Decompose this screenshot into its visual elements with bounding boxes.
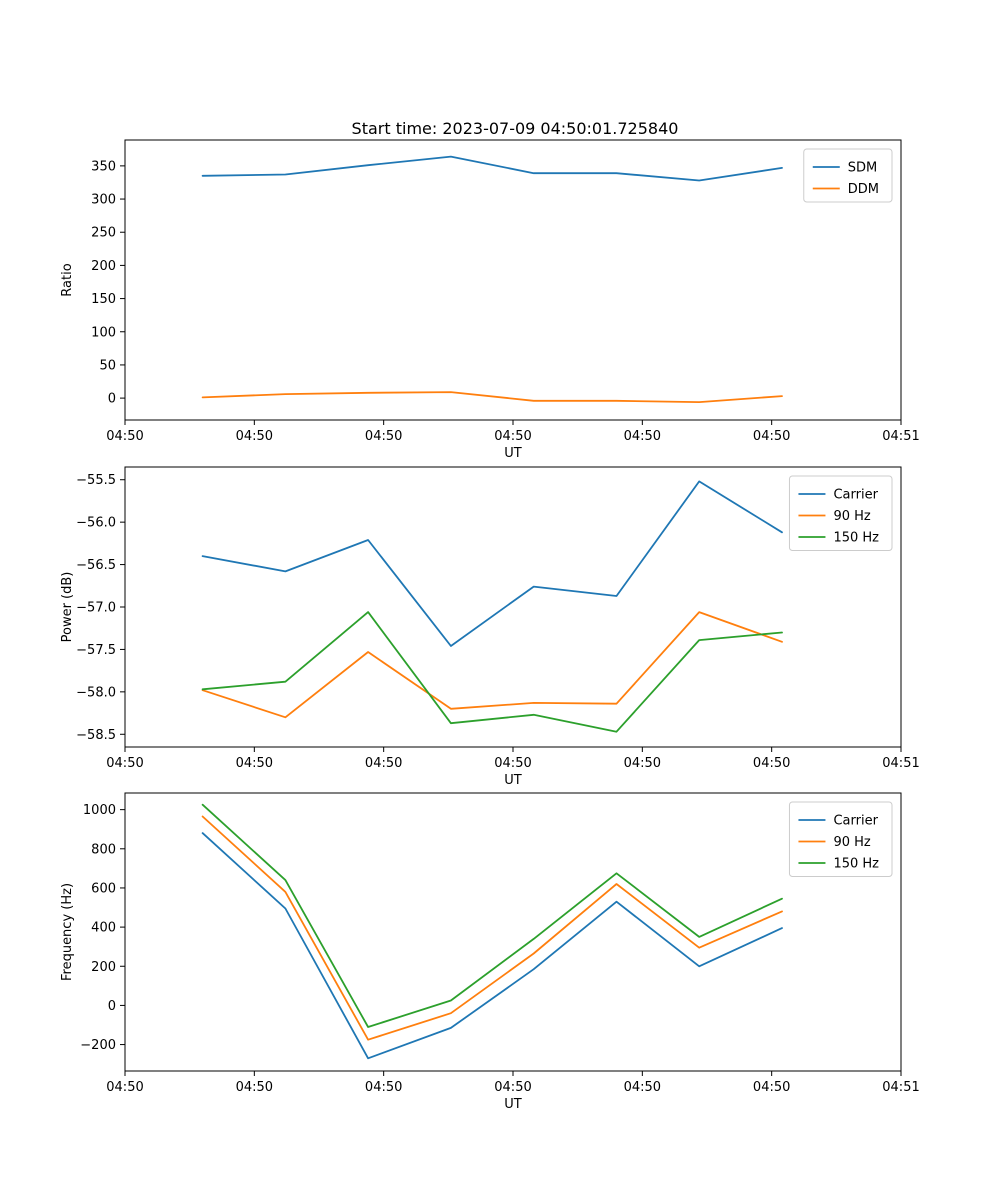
y-tick-label: −200 [80,1038,116,1053]
ratio-chart: 04:50 04:50 04:50 04:50 04:50 04:50 04:51 0 50 10… [60,139,920,461]
legend-label: 150 Hz [833,531,879,546]
x-tick-label: 04:50 [236,756,273,771]
legend-label: SDM [848,161,877,176]
legend-label: 90 Hz [833,835,870,850]
y-tick-label: −56.0 [76,516,116,531]
plot-area [125,793,901,1071]
y-tick-label: −57.5 [76,643,116,658]
x-tick-label: 04:50 [753,429,790,444]
series-line-carrier [201,480,783,647]
x-tick-label: 04:50 [753,756,790,771]
series-line-150-hz [201,611,783,733]
x-tick-label: 04:50 [494,756,531,771]
y-tick-label: −57.0 [76,601,116,616]
y-tick-label: 1000 [83,803,116,818]
x-tick-label: 04:50 [365,1080,402,1095]
plot-area [125,140,901,420]
x-tick-label: 04:50 [236,429,273,444]
legend-label: 150 Hz [833,857,879,872]
y-tick-label: 800 [91,842,116,857]
y-tick-label: 0 [108,999,116,1014]
x-axis-label: UT [504,773,522,788]
x-tick-label: 04:50 [624,429,661,444]
y-tick-label: 300 [91,193,116,208]
x-tick-label: 04:50 [753,1080,790,1095]
y-tick-label: 0 [108,392,116,407]
x-axis-label: UT [504,1097,522,1112]
y-axis-label: Ratio [60,263,75,296]
legend: Carrier 90 Hz 150 Hz [788,475,893,551]
legend-label: DDM [848,182,879,197]
series-line-sdm [201,155,783,182]
x-tick-label: 04:50 [106,1080,143,1095]
y-tick-label: 600 [91,881,116,896]
x-tick-label: 04:50 [494,429,531,444]
y-tick-label: 50 [99,358,116,373]
x-tick-label: 04:50 [106,756,143,771]
y-tick-label: 250 [91,226,116,241]
y-tick-label: 150 [91,292,116,307]
legend-label: Carrier [833,814,878,829]
figure-title: Start time: 2023-07-09 04:50:01.725840 [351,119,679,138]
x-tick-label: 04:50 [365,756,402,771]
x-tick-label: 04:50 [365,429,402,444]
x-tick-label: 04:51 [882,756,919,771]
plot-area [125,467,901,747]
x-tick-label: 04:50 [494,1080,531,1095]
x-axis-label: UT [504,446,522,461]
x-tick-label: 04:50 [624,756,661,771]
series-line-90-hz [201,815,783,1041]
y-axis-label: Power (dB) [60,572,75,643]
y-tick-label: −58.0 [76,685,116,700]
power-chart: 04:50 04:50 04:50 04:50 04:50 04:50 04:51 −55.5… [60,466,920,788]
y-tick-label: −55.5 [76,473,116,488]
y-axis-label: Frequency (Hz) [60,883,75,981]
frequency-chart: 04:50 04:50 04:50 04:50 04:50 04:50 04:51 1000 8… [60,792,920,1112]
legend: SDM DDM [803,148,893,203]
x-tick-label: 04:51 [882,1080,919,1095]
y-tick-label: 200 [91,960,116,975]
x-tick-label: 04:50 [106,429,143,444]
x-tick-label: 04:51 [882,429,919,444]
y-tick-label: 200 [91,259,116,274]
y-tick-label: −56.5 [76,558,116,573]
series-line-carrier [201,832,783,1060]
legend-label: 90 Hz [833,509,870,524]
y-tick-label: 400 [91,921,116,936]
series-line-ddm [201,391,783,404]
y-tick-label: −58.5 [76,728,116,743]
x-tick-label: 04:50 [236,1080,273,1095]
y-tick-label: 350 [91,159,116,174]
series-line-90-hz [201,611,783,719]
x-tick-label: 04:50 [624,1080,661,1095]
y-tick-label: 100 [91,325,116,340]
legend: Carrier 90 Hz 150 Hz [788,801,893,877]
series-line-150-hz [201,803,783,1028]
legend-label: Carrier [833,488,878,503]
